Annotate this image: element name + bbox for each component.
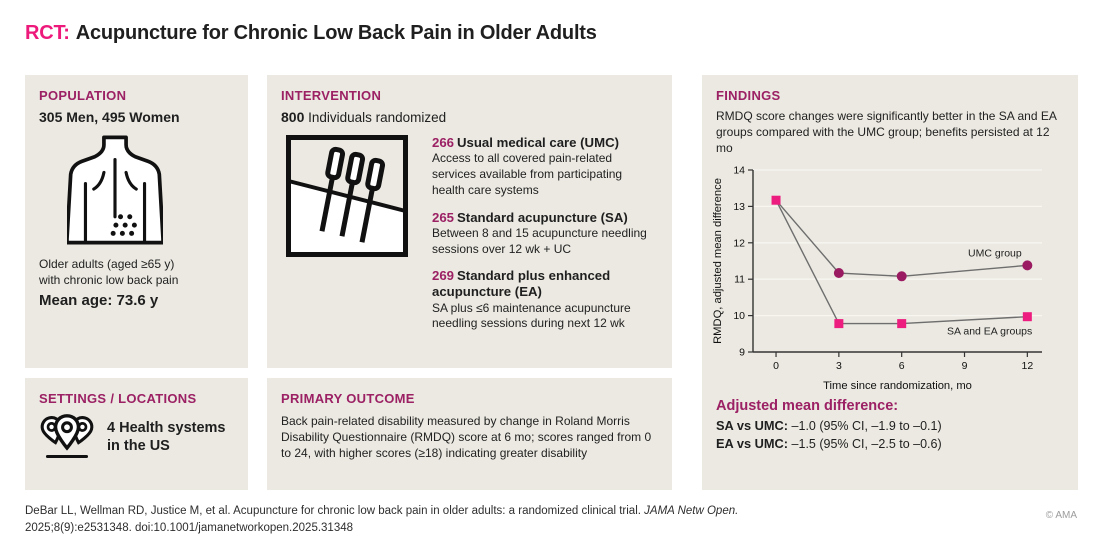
population-panel: POPULATION 305 Men, 495 Women Older adul… [25,75,248,368]
population-header: POPULATION [39,88,127,103]
page-title-text: Acupuncture for Chronic Low Back Pain in… [75,22,597,44]
population-description: Older adults (aged ≥65 y) with chronic l… [39,257,179,287]
primary-outcome-text: Back pain-related disability measured by… [281,414,652,460]
findings-summary: RMDQ score changes were significantly be… [716,109,1057,155]
acupuncture-needles-icon [286,135,408,257]
population-stat: 305 Men, 495 Women [39,109,180,125]
ama-copyright: © AMA [1045,510,1077,521]
svg-text:9: 9 [739,347,745,359]
svg-text:UMC group: UMC group [968,248,1022,260]
svg-text:14: 14 [733,165,745,177]
arm-sa: 265 Standard acupuncture (SA) Between 8 a… [432,209,647,256]
findings-chart: 9 10 11 12 13 14 0 3 6 9 12 UMC group SA and EA grou… [712,165,1042,392]
arm-umc: 266 Usual medical care (UMC) Access to al… [432,135,623,197]
back-pain-icon [67,135,163,245]
rct-tag: RCT: [25,22,70,44]
findings-panel: FINDINGS RMDQ score changes were signifi… [702,75,1078,490]
arm-ea-n: 269 [432,268,455,284]
svg-text:10: 10 [733,311,745,323]
intervention-header: INTERVENTION [281,88,382,103]
primary-outcome-header: PRIMARY OUTCOME [281,391,415,406]
adjusted-mean-difference: Adjusted mean difference: SA vs UMC: –1.… [716,398,1064,453]
arm-umc-n: 266 [432,135,455,150]
settings-panel: SETTINGS / LOCATIONS 4 Health systems in… [25,378,248,490]
mean-age: Mean age: 73.6 y [39,291,159,309]
svg-text:3: 3 [836,360,842,372]
findings-header: FINDINGS [716,88,781,103]
svg-text:SA and EA groups: SA and EA groups [947,326,1032,338]
settings-header: SETTINGS / LOCATIONS [39,391,197,406]
svg-text:RMDQ, adjusted mean difference: RMDQ, adjusted mean difference [712,179,724,345]
adjusted-header: Adjusted mean difference: [716,398,899,415]
arm-ea: 269 Standard plus enhanced acupuncture (E… [432,268,631,331]
svg-text:9: 9 [962,360,968,372]
svg-text:6: 6 [899,360,905,372]
arm-sa-n: 265 [432,209,455,225]
svg-text:13: 13 [733,201,745,213]
sa-vs-umc-row: SA vs UMC: –1.0 (95% CI, –1.9 to –0.1) [716,418,942,434]
svg-text:0: 0 [773,360,779,372]
svg-text:12: 12 [733,238,745,250]
svg-text:11: 11 [734,274,745,286]
svg-text:12: 12 [1021,360,1033,372]
map-pins-icon [40,414,94,459]
randomized-count: 800 Individuals randomized [281,109,447,125]
svg-text:Time since randomization, mo: Time since randomization, mo [823,380,972,392]
intervention-panel: INTERVENTION 800 Individuals randomized [267,75,672,368]
trial-arms: 266 Usual medical care (UMC) Access to al… [432,135,658,343]
ea-vs-umc-row: EA vs UMC: –1.5 (95% CI, –2.5 to –0.6) [716,436,942,452]
primary-outcome-panel: PRIMARY OUTCOME Back pain-related disabi… [267,378,672,490]
citation: DeBar LL, Wellman RD, Justice M, et al. … [25,505,739,534]
settings-text: 4 Health systems in the US [107,419,226,454]
page-title: RCT: Acupuncture for Chronic Low Back Pai… [25,22,597,45]
